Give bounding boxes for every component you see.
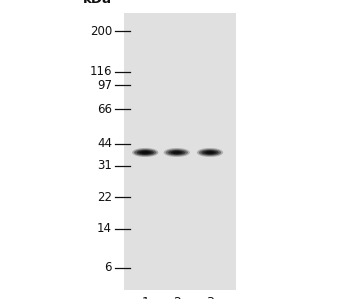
Text: 31: 31 [97,159,112,173]
Text: 44: 44 [97,137,112,150]
Ellipse shape [206,152,213,153]
Ellipse shape [139,151,151,154]
Text: 6: 6 [105,261,112,274]
Ellipse shape [141,152,149,153]
Text: 66: 66 [97,103,112,116]
Ellipse shape [132,148,158,157]
Ellipse shape [202,150,218,155]
Ellipse shape [134,149,156,156]
Ellipse shape [137,150,154,155]
Ellipse shape [171,151,183,154]
Ellipse shape [204,151,216,154]
Text: 200: 200 [90,25,112,38]
Text: 14: 14 [97,222,112,235]
Ellipse shape [166,149,188,156]
Text: 3: 3 [206,296,214,299]
Text: 2: 2 [173,296,181,299]
Ellipse shape [164,148,190,157]
Ellipse shape [168,150,185,155]
Text: 97: 97 [97,79,112,92]
Text: kDa: kDa [83,0,112,6]
Ellipse shape [173,152,181,153]
Text: 116: 116 [90,65,112,78]
Ellipse shape [199,149,221,156]
Ellipse shape [197,148,223,157]
Bar [124,13,236,290]
Text: 1: 1 [141,296,149,299]
Text: 22: 22 [97,191,112,204]
